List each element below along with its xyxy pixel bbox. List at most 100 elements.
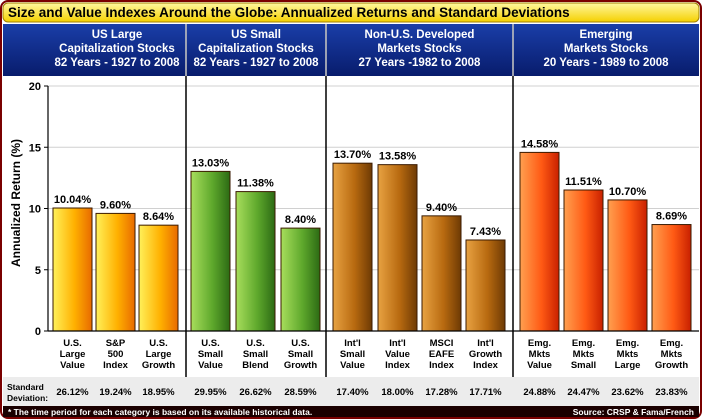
x-tick-label-line: Growth: [284, 360, 317, 371]
x-tick-label-line: Value: [340, 360, 365, 371]
bar-value-label: 8.40%: [285, 214, 316, 226]
x-tick-label-line: Index: [103, 360, 129, 371]
title-bar: [2, 2, 700, 23]
x-tick-label: Emg. Mkts Small: [571, 338, 596, 371]
bar-value-label: 8.69%: [656, 211, 687, 223]
y-axis-title: Annualized Return (%): [9, 139, 23, 267]
x-tick-label-line: Value: [385, 349, 410, 360]
group-header-line: Non-U.S. Developed: [365, 29, 475, 41]
x-tick-label: U.S. Small Value: [198, 338, 223, 371]
y-tick-label: 15: [29, 142, 41, 154]
std-value: 26.62%: [239, 387, 272, 398]
x-tick-label: Int'l Small Value: [340, 338, 365, 371]
header-band: [3, 24, 699, 76]
x-tick-label: Int'l Value Index: [385, 338, 411, 371]
bar-value-label: 10.70%: [609, 186, 647, 198]
x-tick-label: Emg. Mkts Value: [527, 338, 552, 371]
x-tick-label-line: Mkts: [573, 349, 595, 360]
y-tick-label: 5: [35, 265, 41, 277]
x-tick-label-line: Large: [60, 349, 86, 360]
x-tick-label: MSCI EAFE Index: [429, 338, 455, 371]
y-tick-label: 0: [35, 326, 41, 338]
bar-value-label: 13.58%: [379, 151, 417, 163]
x-tick-label-line: Int'l: [389, 338, 406, 349]
y-axis: 0 5 10 15 20: [29, 81, 699, 338]
group-headers: US Large Capitalization Stocks 82 Years - …: [54, 29, 669, 69]
std-value: 26.12%: [56, 387, 89, 398]
std-value: 17.28%: [425, 387, 458, 398]
x-tick-label-line: Emg.: [572, 338, 595, 349]
std-value: 28.59%: [284, 387, 317, 398]
std-label-line-2: Deviation:: [7, 393, 48, 403]
x-tick-label-line: Mkts: [661, 349, 683, 360]
x-tick-label: U.S. Small Growth: [284, 338, 317, 371]
x-tick-label: Emg. Mkts Growth: [655, 338, 688, 371]
x-tick-label-line: Small: [571, 360, 596, 371]
x-tick-label-line: Large: [615, 360, 641, 371]
footer-bar: [3, 406, 699, 417]
std-row: [3, 377, 699, 406]
bar: [651, 224, 692, 332]
std-values: 26.12% 19.24% 18.95% 29.95% 26.62% 28.59% 17.4…: [56, 387, 688, 398]
group-header-line: 20 Years - 1989 to 2008: [543, 57, 669, 69]
bar-value-label: 14.58%: [521, 138, 559, 150]
std-value: 17.40%: [336, 387, 369, 398]
x-tick-label-line: Mkts: [529, 349, 551, 360]
std-value: 17.71%: [469, 387, 502, 398]
std-label: Standard Deviation:: [7, 382, 48, 403]
x-tick-label-line: U.S.: [291, 338, 309, 349]
x-tick-label-line: U.S.: [246, 338, 264, 349]
x-tick-label-line: Growth: [655, 360, 688, 371]
x-tick-label-line: Value: [198, 360, 223, 371]
bar-value-label: 7.43%: [470, 226, 501, 238]
bar: [377, 164, 418, 332]
bar-value-label: 13.70%: [334, 149, 372, 161]
bar: [95, 212, 136, 332]
x-tick-label-line: U.S.: [63, 338, 81, 349]
x-tick-label-line: Growth: [142, 360, 175, 371]
x-tick-label-line: Blend: [242, 360, 269, 371]
bar: [280, 227, 321, 332]
chart-title: Size and Value Indexes Around the Globe:…: [8, 5, 570, 20]
bar-value-label: 9.60%: [100, 199, 131, 211]
x-tick-label: U.S. Small Blend: [242, 338, 269, 371]
bar: [190, 170, 231, 332]
x-tick-label-line: Large: [146, 349, 172, 360]
bar: [235, 191, 276, 332]
x-tick-label-line: U.S.: [149, 338, 167, 349]
x-tick-label-line: 500: [108, 349, 124, 360]
x-tick-label-line: Index: [473, 360, 499, 371]
bar-value-label: 10.04%: [54, 194, 92, 206]
x-tick-label-line: Small: [340, 349, 365, 360]
group-header-line: 82 Years - 1927 to 2008: [193, 57, 319, 69]
std-value: 23.62%: [611, 387, 644, 398]
bar-value-label: 8.64%: [143, 211, 174, 223]
group-header-line: Capitalization Stocks: [59, 43, 175, 55]
x-tick-label-line: Int'l: [477, 338, 494, 349]
bar: [607, 199, 648, 332]
group-header-line: Markets Stocks: [377, 43, 461, 55]
x-tick-label-line: MSCI: [430, 338, 454, 349]
std-value: 23.83%: [655, 387, 688, 398]
group-header-line: US Large: [92, 29, 143, 41]
group-header-line: Emerging: [579, 29, 632, 41]
x-tick-label-line: Index: [385, 360, 411, 371]
x-tick-label-line: Emg.: [616, 338, 639, 349]
x-tick-label-line: Int'l: [344, 338, 361, 349]
x-tick-label-line: Small: [243, 349, 268, 360]
x-tick-label: S&P 500 Index: [103, 338, 129, 371]
x-tick-label-line: Small: [198, 349, 223, 360]
std-label-line-1: Standard: [7, 382, 44, 392]
bar: [465, 239, 506, 332]
x-tick-label-line: S&P: [106, 338, 126, 349]
group-header-line: Capitalization Stocks: [198, 43, 314, 55]
bar: [421, 215, 462, 332]
footnote: * The time period for each category is b…: [8, 407, 312, 417]
x-tick-label-line: Value: [60, 360, 85, 371]
x-tick-label: Int'l Growth Index: [469, 338, 502, 371]
bar: [332, 162, 373, 332]
y-tick-label: 10: [29, 204, 41, 216]
bar: [138, 224, 179, 332]
group-header-line: US Small: [231, 29, 281, 41]
